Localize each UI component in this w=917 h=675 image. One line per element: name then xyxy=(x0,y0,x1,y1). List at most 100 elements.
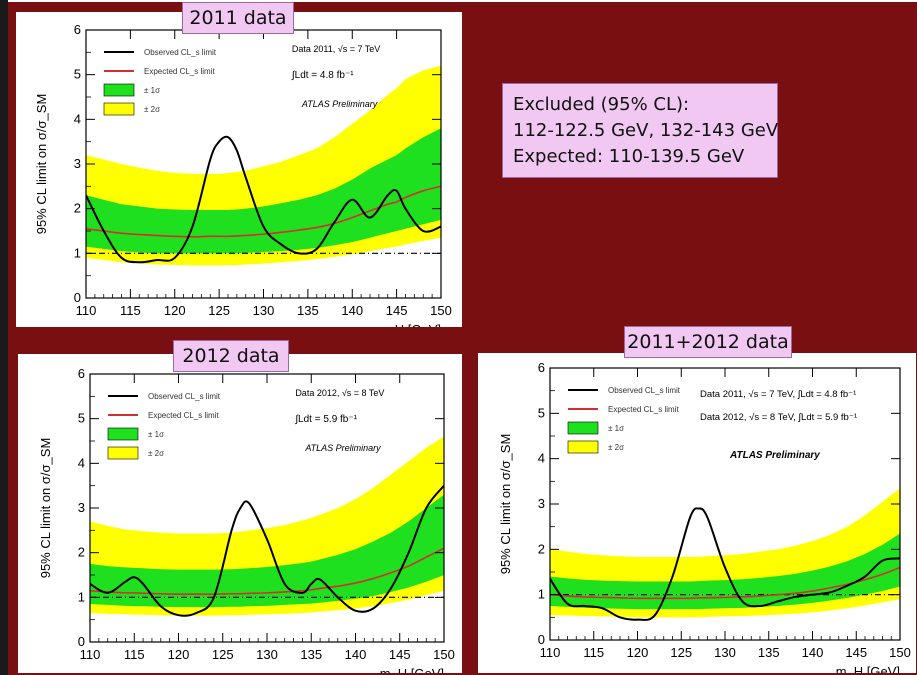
y-tick-label: 1 xyxy=(78,589,85,604)
plot-panel-2011: 110 115 120 125 130 135 140 145 150 0 1 2 3 4 5 6 95% CL… xyxy=(16,12,462,327)
y-tick-label: 5 xyxy=(538,405,545,420)
y-tick-label: 2 xyxy=(78,545,85,560)
x-tick-label: 130 xyxy=(256,647,278,662)
legend-label: ± 2σ xyxy=(144,105,160,114)
annotation-experiment: ATLAS Preliminary xyxy=(301,99,378,109)
legend-label: ± 2σ xyxy=(148,449,164,458)
y-axis-label: 95% CL limit on σ/σ_SM xyxy=(34,94,49,235)
annotation-dataset-2011: Data 2011, √s = 7 TeV, ∫Ldt = 4.8 fb⁻¹ xyxy=(700,389,856,400)
x-tick-label: 125 xyxy=(670,645,692,660)
expected-limit-line xyxy=(550,566,900,600)
legend-swatch xyxy=(567,440,599,454)
legend-label: Observed CL_s limit xyxy=(608,386,681,395)
legend-swatch xyxy=(567,421,599,435)
annotation-dataset: Data 2012, √s = 8 TeV xyxy=(295,388,384,398)
left-frame-edge xyxy=(0,0,8,675)
x-tick-label: 120 xyxy=(627,645,649,660)
plot-area xyxy=(550,488,900,621)
observed-limit-line xyxy=(86,135,441,264)
y-tick-label: 0 xyxy=(78,634,85,649)
tag-combined: 2011+2012 data xyxy=(624,326,792,358)
x-tick-label: 130 xyxy=(253,303,275,318)
limit-plot-combined: 110 115 120 125 130 135 140 145 150 0 1 2 3 4 5 6 95% CL… xyxy=(498,360,911,673)
y-tick-label: 6 xyxy=(538,360,545,375)
x-tick-label: 150 xyxy=(889,645,911,660)
legend-label: Observed CL_s limit xyxy=(144,48,217,57)
expected-limit-line xyxy=(86,185,441,238)
annotation-luminosity: ∫Ldt = 5.9 fb⁻¹ xyxy=(294,414,357,425)
legend-label: Observed CL_s limit xyxy=(148,392,221,401)
legend-label: Expected CL_s limit xyxy=(144,67,215,76)
x-axis-label: m_H [GeV] xyxy=(836,664,900,673)
plot-area xyxy=(86,65,441,266)
annotation-dataset: Data 2011, √s = 7 TeV xyxy=(292,44,380,54)
observed-limit-line xyxy=(90,485,444,617)
x-tick-label: 115 xyxy=(124,647,145,662)
limit-plot-2011: 110 115 120 125 130 135 140 145 150 0 1 2 3 4 5 6 95% CL… xyxy=(34,22,452,327)
band-1sigma xyxy=(90,494,444,608)
x-tick-label: 135 xyxy=(758,645,780,660)
y-tick-label: 4 xyxy=(538,451,545,466)
legend-swatch xyxy=(103,102,135,116)
legend-label: ± 2σ xyxy=(608,443,624,452)
summary-line-1: Excluded (95% CL): xyxy=(513,94,690,115)
y-tick-label: 3 xyxy=(538,496,545,511)
y-tick-label: 4 xyxy=(74,111,81,126)
annotation-experiment: ATLAS Preliminary xyxy=(729,450,820,461)
annotation-dataset-2012: Data 2012, √s = 8 TeV, ∫Ldt = 5.9 fb⁻¹ xyxy=(700,412,857,423)
x-tick-label: 130 xyxy=(714,645,736,660)
y-tick-label: 1 xyxy=(74,245,81,260)
legend-label: ± 1σ xyxy=(608,424,624,433)
y-tick-label: 3 xyxy=(74,156,81,171)
x-tick-label: 145 xyxy=(389,647,411,662)
x-tick-label: 115 xyxy=(120,303,141,318)
plot-panel-2012: 110 115 120 125 130 135 140 145 150 0 1 2 3 4 5 6 95% CL… xyxy=(18,354,462,673)
y-tick-label: 1 xyxy=(538,587,545,602)
summary-line-2: 112-122.5 GeV, 132-143 GeV xyxy=(513,120,779,141)
x-tick-label: 145 xyxy=(386,303,408,318)
y-tick-label: 6 xyxy=(78,366,85,381)
y-axis-label: 95% CL limit on σ/σ_SM xyxy=(498,434,513,575)
x-tick-label: 125 xyxy=(208,303,230,318)
y-tick-label: 0 xyxy=(538,632,545,647)
y-tick-label: 3 xyxy=(78,500,85,515)
y-tick-label: 2 xyxy=(538,541,545,556)
x-tick-label: 110 xyxy=(80,647,101,662)
x-tick-label: 110 xyxy=(540,645,561,660)
y-tick-label: 5 xyxy=(78,411,85,426)
plot-panel-combined: 110 115 120 125 130 135 140 145 150 0 1 2 3 4 5 6 95% CL… xyxy=(478,353,916,673)
y-tick-label: 5 xyxy=(74,67,81,82)
x-tick-label: 140 xyxy=(802,645,824,660)
x-tick-label: 145 xyxy=(845,645,867,660)
y-tick-label: 0 xyxy=(74,290,81,305)
summary-line-3: Expected: 110-139.5 GeV xyxy=(513,146,745,167)
x-tick-label: 125 xyxy=(212,647,234,662)
legend-swatch xyxy=(103,83,135,97)
x-tick-label: 120 xyxy=(168,647,190,662)
x-axis-label: m_H [GeV] xyxy=(380,666,444,673)
x-tick-label: 115 xyxy=(583,645,604,660)
legend-label: Expected CL_s limit xyxy=(608,405,679,414)
x-tick-label: 135 xyxy=(300,647,322,662)
legend-swatch xyxy=(107,427,139,441)
band-1sigma xyxy=(86,128,441,254)
y-tick-label: 6 xyxy=(74,22,81,37)
x-tick-label: 140 xyxy=(341,303,363,318)
limit-plot-2012: 110 115 120 125 130 135 140 145 150 0 1 2 3 4 5 6 95% CL… xyxy=(38,366,455,673)
x-tick-label: 150 xyxy=(430,303,452,318)
annotation-experiment: ATLAS Preliminary xyxy=(304,443,381,453)
observed-limit-line xyxy=(550,507,900,621)
expected-limit-line xyxy=(90,547,444,596)
y-axis-label: 95% CL limit on σ/σ_SM xyxy=(38,438,53,579)
y-tick-label: 4 xyxy=(78,455,85,470)
legend-swatch xyxy=(107,446,139,460)
x-tick-label: 120 xyxy=(164,303,186,318)
legend-label: ± 1σ xyxy=(148,430,164,439)
tag-2012: 2012 data xyxy=(173,340,289,372)
x-tick-label: 135 xyxy=(297,303,319,318)
x-axis-label: m_H [GeV] xyxy=(377,322,441,327)
y-tick-label: 2 xyxy=(74,201,81,216)
legend-label: Expected CL_s limit xyxy=(148,411,219,420)
x-tick-label: 110 xyxy=(76,303,97,318)
exclusion-summary-box: Excluded (95% CL): 112-122.5 GeV, 132-14… xyxy=(502,83,778,178)
